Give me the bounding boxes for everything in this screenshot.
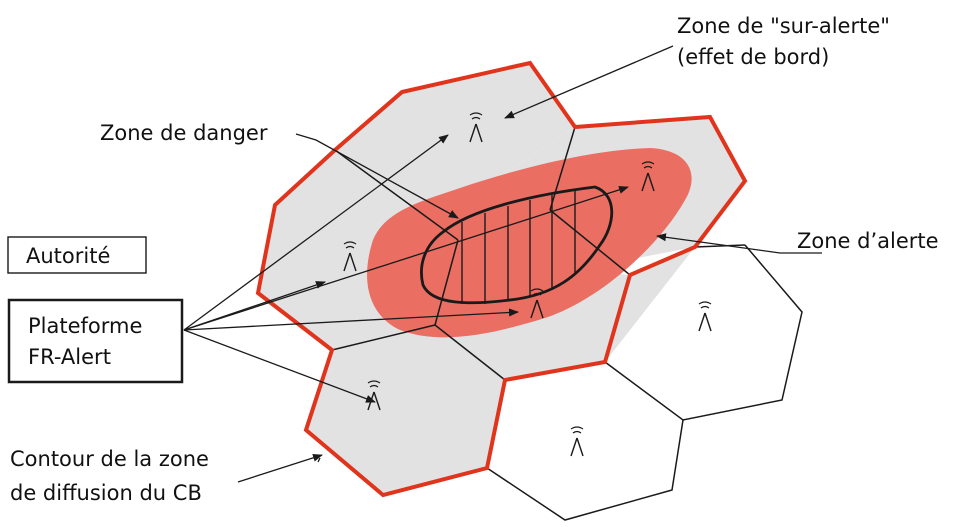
label-sur-alerte-1: Zone de "sur-alerte" — [677, 14, 890, 38]
label-contour-2: de diffusion du CB — [10, 481, 202, 505]
cell-top — [335, 63, 575, 220]
label-alerte: Zone d’alerte — [797, 229, 939, 253]
callout-lines — [237, 45, 822, 483]
label-plateforme-1: Plateforme — [28, 314, 142, 338]
platform-arrows — [183, 134, 629, 403]
label-autorite: Autorité — [26, 244, 110, 268]
antenna-icon — [570, 426, 584, 457]
danger-zone — [420, 185, 614, 305]
outside-cells — [486, 244, 803, 521]
autorite-box: Autorité — [7, 236, 147, 274]
label-sur-alerte-2: (effet de bord) — [677, 45, 829, 69]
cell-bottom-left — [306, 325, 505, 495]
cell-center-right — [605, 247, 695, 362]
plateforme-box: Plateforme FR-Alert — [7, 298, 184, 384]
antenna-icon — [698, 301, 712, 332]
broadcast-contour — [255, 60, 748, 498]
label-contour-1: Contour de la zone — [10, 447, 209, 471]
label-danger: Zone de danger — [100, 121, 268, 145]
label-plateforme-2: FR-Alert — [28, 345, 111, 369]
